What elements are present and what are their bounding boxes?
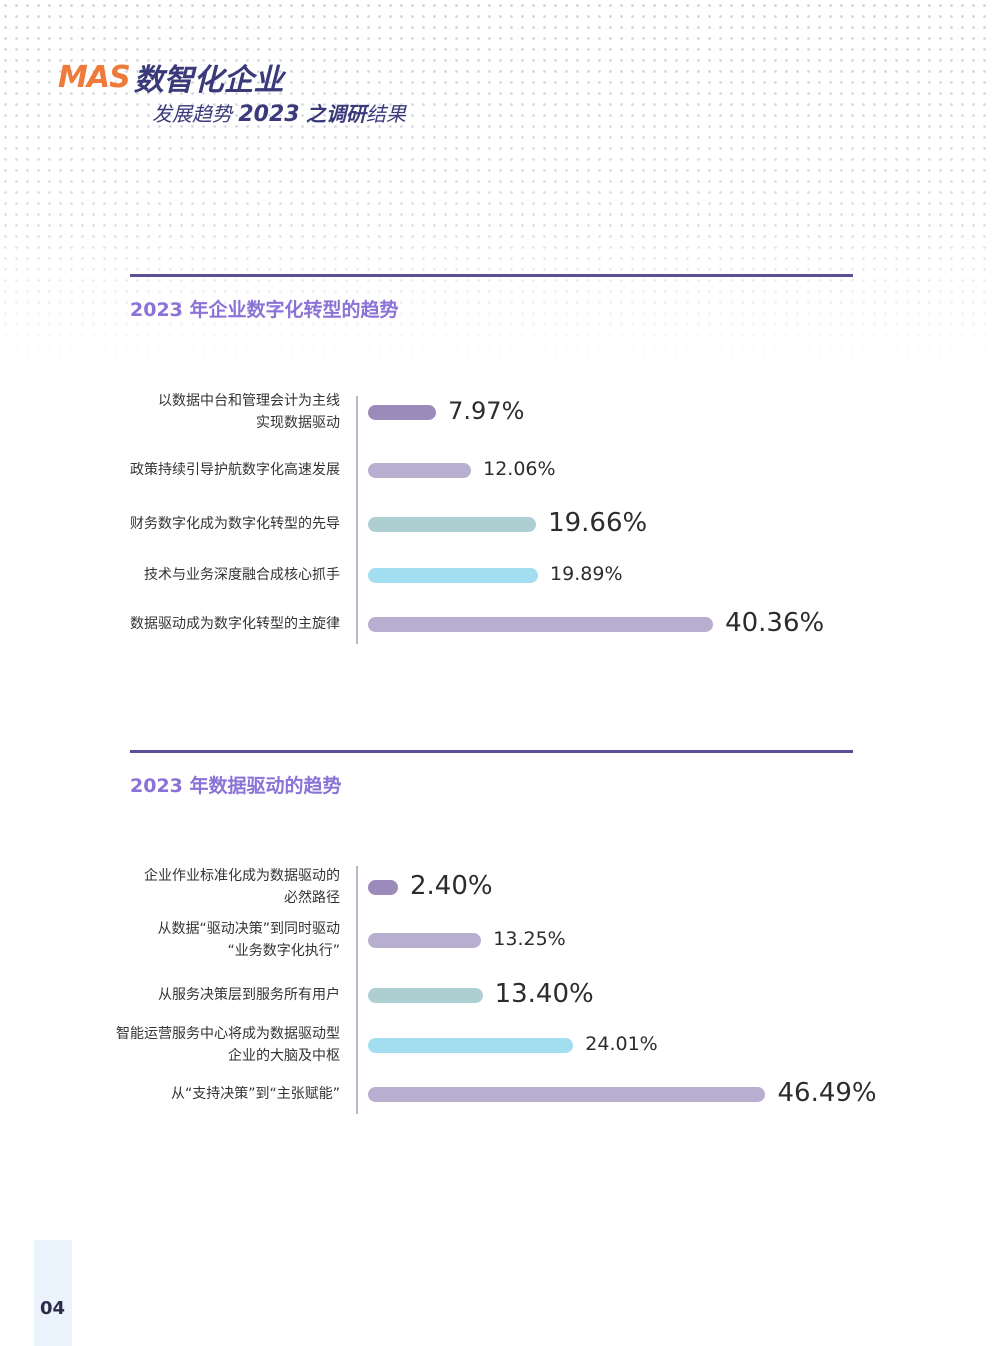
- chart-axis-line: [356, 866, 358, 1114]
- bar-value-label: 40.36%: [725, 607, 825, 638]
- report-logo: MAS 数智化企业: [58, 55, 284, 99]
- bar-category-label-line: 企业作业标准化成为数据驱动的: [144, 868, 340, 884]
- section-data-driven: 2023 年数据驱动的趋势: [130, 750, 853, 798]
- bar-category-label-line: 技术与业务深度融合成核心抓手: [144, 567, 340, 583]
- bar-category-label: 数据驱动成为数字化转型的主旋律: [60, 613, 340, 635]
- bar-category-label: 企业作业标准化成为数据驱动的必然路径: [60, 865, 340, 909]
- dot-pattern-background: [0, 0, 992, 380]
- bar-category-label: 智能运营服务中心将成为数据驱动型企业的大脑及中枢: [60, 1023, 340, 1067]
- bar-value-label: 7.97%: [448, 397, 525, 426]
- bar-category-label-line: 数据驱动成为数字化转型的主旋律: [130, 616, 340, 632]
- bar: [368, 568, 539, 583]
- bar-category-label-line: 企业的大脑及中枢: [228, 1048, 340, 1064]
- section-divider: [130, 750, 853, 753]
- section-digital-transformation: 2023 年企业数字化转型的趋势: [130, 274, 853, 322]
- logo-mas-text: MAS: [58, 59, 131, 95]
- bar-category-label-line: 智能运营服务中心将成为数据驱动型: [116, 1026, 340, 1042]
- logo-subtitle: 发展趋势 2023 之调研结果: [152, 98, 406, 127]
- section-divider: [130, 274, 853, 277]
- chart-2-title: 2023 年数据驱动的趋势: [130, 775, 342, 797]
- bar-category-label-line: “业务数字化执行”: [227, 943, 340, 959]
- bar-category-label: 政策持续引导护航数字化高速发展: [60, 459, 340, 481]
- bar-category-label: 从数据“驱动决策”到同时驱动 “业务数字化执行”: [60, 918, 340, 962]
- bar-category-label-line: 从“支持决策”到“主张赋能”: [170, 1086, 340, 1102]
- bar-category-label-line: 实现数据驱动: [256, 415, 340, 431]
- bar-value-label: 13.40%: [494, 978, 594, 1009]
- bar-value-label: 19.89%: [550, 563, 623, 586]
- bar-value-label: 24.01%: [585, 1033, 658, 1056]
- bar-value-label: 2.40%: [410, 870, 493, 901]
- bar-category-label-line: 财务数字化成为数字化转型的先导: [130, 516, 340, 532]
- page-number: 04: [40, 1298, 66, 1319]
- bar: [368, 617, 714, 632]
- bar: [368, 880, 398, 895]
- bar-category-label: 从服务决策层到服务所有用户: [60, 984, 340, 1006]
- bar-category-label-line: 从服务决策层到服务所有用户: [158, 987, 340, 1003]
- bar-category-label: 以数据中台和管理会计为主线实现数据驱动: [60, 390, 340, 434]
- logo-sub-mid: 之调研: [305, 102, 366, 126]
- bar: [368, 463, 472, 478]
- logo-sub-post: 结果: [365, 102, 406, 126]
- logo-sub-year: 2023: [238, 102, 300, 127]
- bar-category-label: 从“支持决策”到“主张赋能”: [60, 1083, 340, 1105]
- bar-value-label: 12.06%: [483, 458, 556, 481]
- bar-value-label: 46.49%: [777, 1077, 877, 1108]
- bar: [368, 1087, 766, 1102]
- bar-category-label: 技术与业务深度融合成核心抓手: [60, 564, 340, 586]
- bar: [368, 517, 537, 532]
- bar-category-label: 财务数字化成为数字化转型的先导: [60, 513, 340, 535]
- bar-category-label-line: 政策持续引导护航数字化高速发展: [130, 462, 340, 478]
- bar: [368, 1038, 574, 1053]
- bar-category-label-line: 以数据中台和管理会计为主线: [158, 393, 340, 409]
- bar: [368, 405, 437, 420]
- bar-category-label-line: 必然路径: [284, 890, 340, 906]
- bar: [368, 988, 483, 1003]
- logo-main-text: 数智化企业: [133, 63, 284, 98]
- bar: [368, 933, 482, 948]
- bar-value-label: 19.66%: [548, 507, 648, 538]
- bar-category-label-line: 从数据“驱动决策”到同时驱动: [157, 921, 340, 937]
- chart-axis-line: [356, 396, 358, 644]
- page-number-tab: [34, 1240, 72, 1346]
- bar-value-label: 13.25%: [493, 928, 566, 951]
- chart-1-title: 2023 年企业数字化转型的趋势: [130, 299, 399, 321]
- logo-sub-pre: 发展趋势: [152, 102, 232, 126]
